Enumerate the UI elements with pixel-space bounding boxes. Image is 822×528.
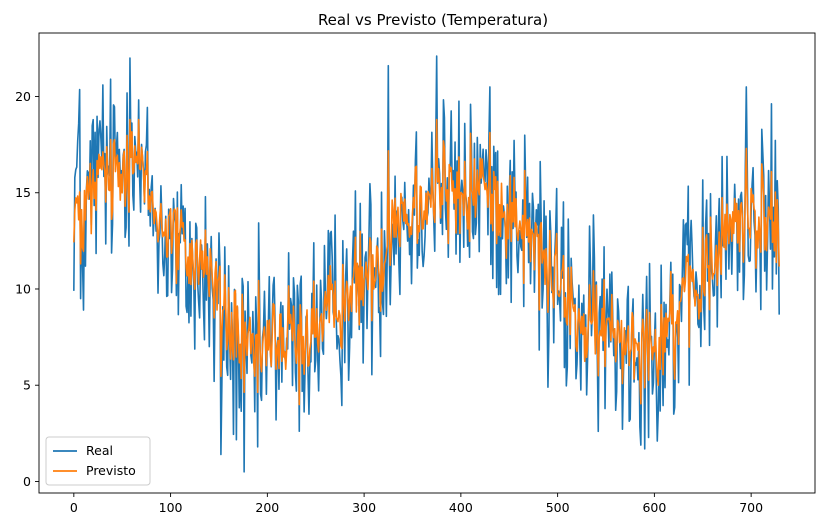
plot-border [38,32,816,494]
x-axis: 0 100 200 300 400 500 600 700 [70,493,763,515]
y-tick-label: 20 [15,89,31,104]
y-tick-label: 5 [23,378,31,393]
x-tick-label: 600 [642,500,666,515]
chart-title: Real vs Previsto (Temperatura) [318,11,548,29]
legend-label-previsto: Previsto [86,463,136,478]
series-layer [73,55,780,473]
series-line-previsto [73,118,780,406]
x-tick-label: 200 [255,500,279,515]
legend-box [45,436,151,486]
y-tick-label: 0 [23,474,31,489]
x-tick-label: 0 [70,500,78,515]
y-tick-label: 15 [15,185,31,200]
x-tick-label: 500 [546,500,570,515]
x-tick-label: 700 [739,500,763,515]
legend: Real Previsto [45,436,151,486]
y-axis: 0 5 10 15 20 [15,89,39,489]
x-tick-label: 300 [352,500,376,515]
x-tick-label: 400 [449,500,473,515]
legend-label-real: Real [86,443,113,458]
plot-area [38,32,816,494]
x-tick-label: 100 [159,500,183,515]
y-tick-label: 10 [15,281,31,296]
plot-frame [39,33,815,493]
